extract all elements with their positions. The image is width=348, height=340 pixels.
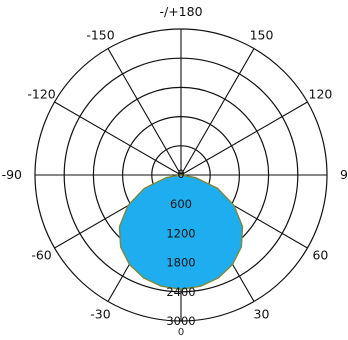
radial-tick-labels: 0 600 1200 1800 2400 3000 xyxy=(166,167,195,328)
angle-label-120: 120 xyxy=(309,87,333,102)
angle-label-150: -150 xyxy=(86,28,114,43)
intensity-area-0 xyxy=(118,174,244,291)
radial-tick-label-1800: 1800 xyxy=(166,256,195,270)
radial-tick-label-3000: 3000 xyxy=(166,314,195,328)
angle-label-90: -90 xyxy=(2,167,22,182)
grid-spoke-240 xyxy=(54,101,182,176)
angle-label-60: 60 xyxy=(312,248,328,263)
angle-label-150: 150 xyxy=(250,28,274,43)
grid-spoke-150 xyxy=(180,48,255,176)
angle-label-120: -120 xyxy=(27,87,55,102)
series-layer xyxy=(118,174,244,291)
angle-label-60: -60 xyxy=(31,248,51,263)
grid-spoke-120 xyxy=(180,101,308,176)
radial-tick-label-2400: 2400 xyxy=(166,285,195,299)
bottom-angle-label: 0 xyxy=(178,327,184,338)
angle-label-30: 30 xyxy=(254,306,270,321)
angle-label-30: -30 xyxy=(90,306,110,321)
radial-tick-label-600: 600 xyxy=(170,197,192,211)
angle-label-90: 90 xyxy=(340,167,348,182)
angle-label-180: -/+180 xyxy=(159,4,202,19)
radial-tick-label-0: 0 xyxy=(177,167,184,181)
angle-tick-labels: -/+180 150 120 90 60 30 -30 -60 -90 -120 -150 xyxy=(2,4,348,321)
radial-tick-label-1200: 1200 xyxy=(166,226,195,240)
grid-spoke-210 xyxy=(107,48,182,176)
